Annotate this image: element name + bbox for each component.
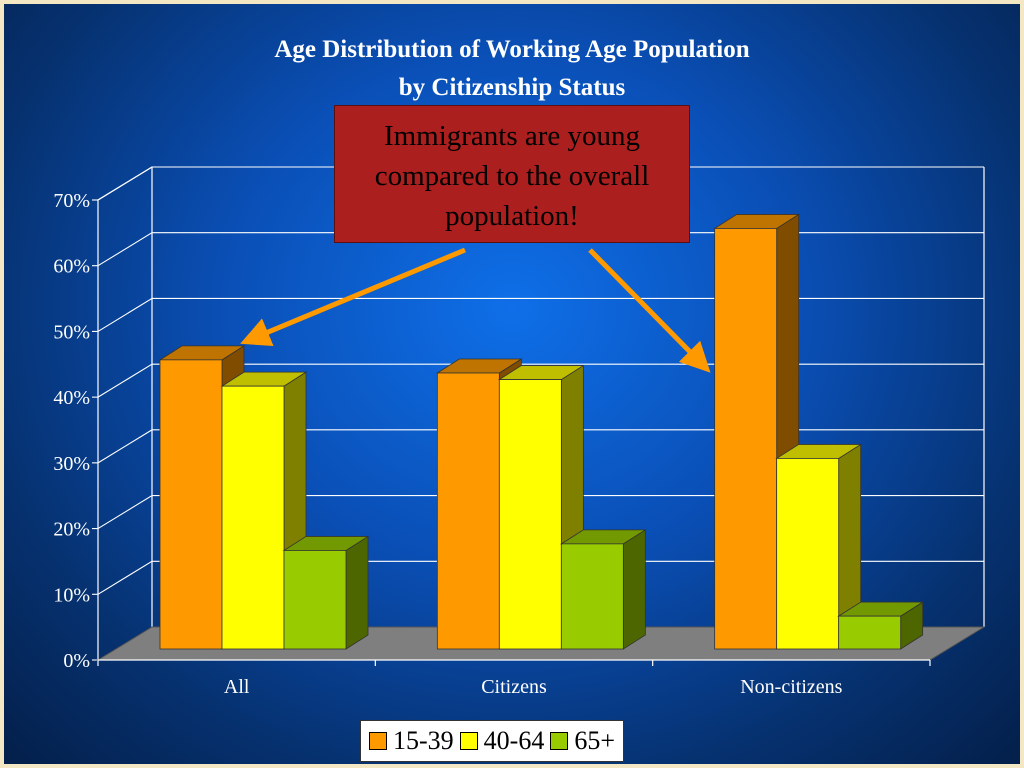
chart-subtitle: by Citizenship Status (398, 74, 626, 101)
y-tick-label: 0% (63, 650, 90, 672)
gridline-10 (97, 560, 984, 595)
legend-swatch-40-64 (459, 732, 478, 750)
y-tick-label: 40% (53, 387, 90, 409)
y-tick-label: 20% (53, 519, 90, 541)
y-tick-label: 10% (53, 584, 90, 606)
gridline-70 (97, 166, 984, 201)
legend-swatch-15-39 (369, 732, 387, 750)
y-tick-label: 30% (53, 453, 90, 475)
chart: 0% 10% 20% 30% 40% 50% 60% 70% All Citizens Non-ci… (53, 166, 986, 698)
bar-non-citizens-65-plus (837, 601, 925, 650)
bar-non-citizens-40-64 (775, 443, 863, 650)
y-tick-label: 70% (53, 190, 90, 212)
x-tick-label-non-citizens: Non-citizens (740, 676, 842, 698)
legend-item-65-plus: 65+ (550, 726, 615, 756)
gridline-60 (97, 232, 984, 267)
x-tick-label-all: All (224, 676, 250, 698)
y-tick-label: 60% (53, 256, 90, 278)
legend: 15-39 40-64 65+ (360, 720, 625, 762)
bar-citizens-65-plus (559, 529, 647, 650)
gridline-20 (97, 495, 984, 530)
gridline-50 (97, 297, 984, 332)
annotation-arrow-left (240, 247, 466, 347)
legend-item-40-64: 40-64 (459, 726, 545, 756)
legend-label-15-39: 15-39 (393, 726, 454, 755)
legend-swatch-65-plus (550, 732, 569, 750)
chart-title: Age Distribution of Working Age Populati… (274, 36, 750, 63)
x-tick-label-citizens: Citizens (481, 676, 547, 698)
side-wall-edge (97, 166, 153, 660)
slide: 0% 10% 20% 30% 40% 50% 60% 70% All Citizens Non-ci… (4, 4, 1020, 764)
annotation-callout: Immigrants are young compared to the ove… (334, 105, 690, 243)
bar-all-40-64 (220, 371, 308, 650)
legend-item-15-39: 15-39 (369, 726, 454, 756)
y-tick-label: 50% (53, 321, 90, 343)
legend-label-65-plus: 65+ (574, 726, 616, 755)
legend-label-40-64: 40-64 (483, 726, 545, 755)
bar-all-65-plus (282, 535, 370, 650)
gridline-30 (97, 429, 984, 464)
annotation-arrow-right (588, 248, 711, 373)
